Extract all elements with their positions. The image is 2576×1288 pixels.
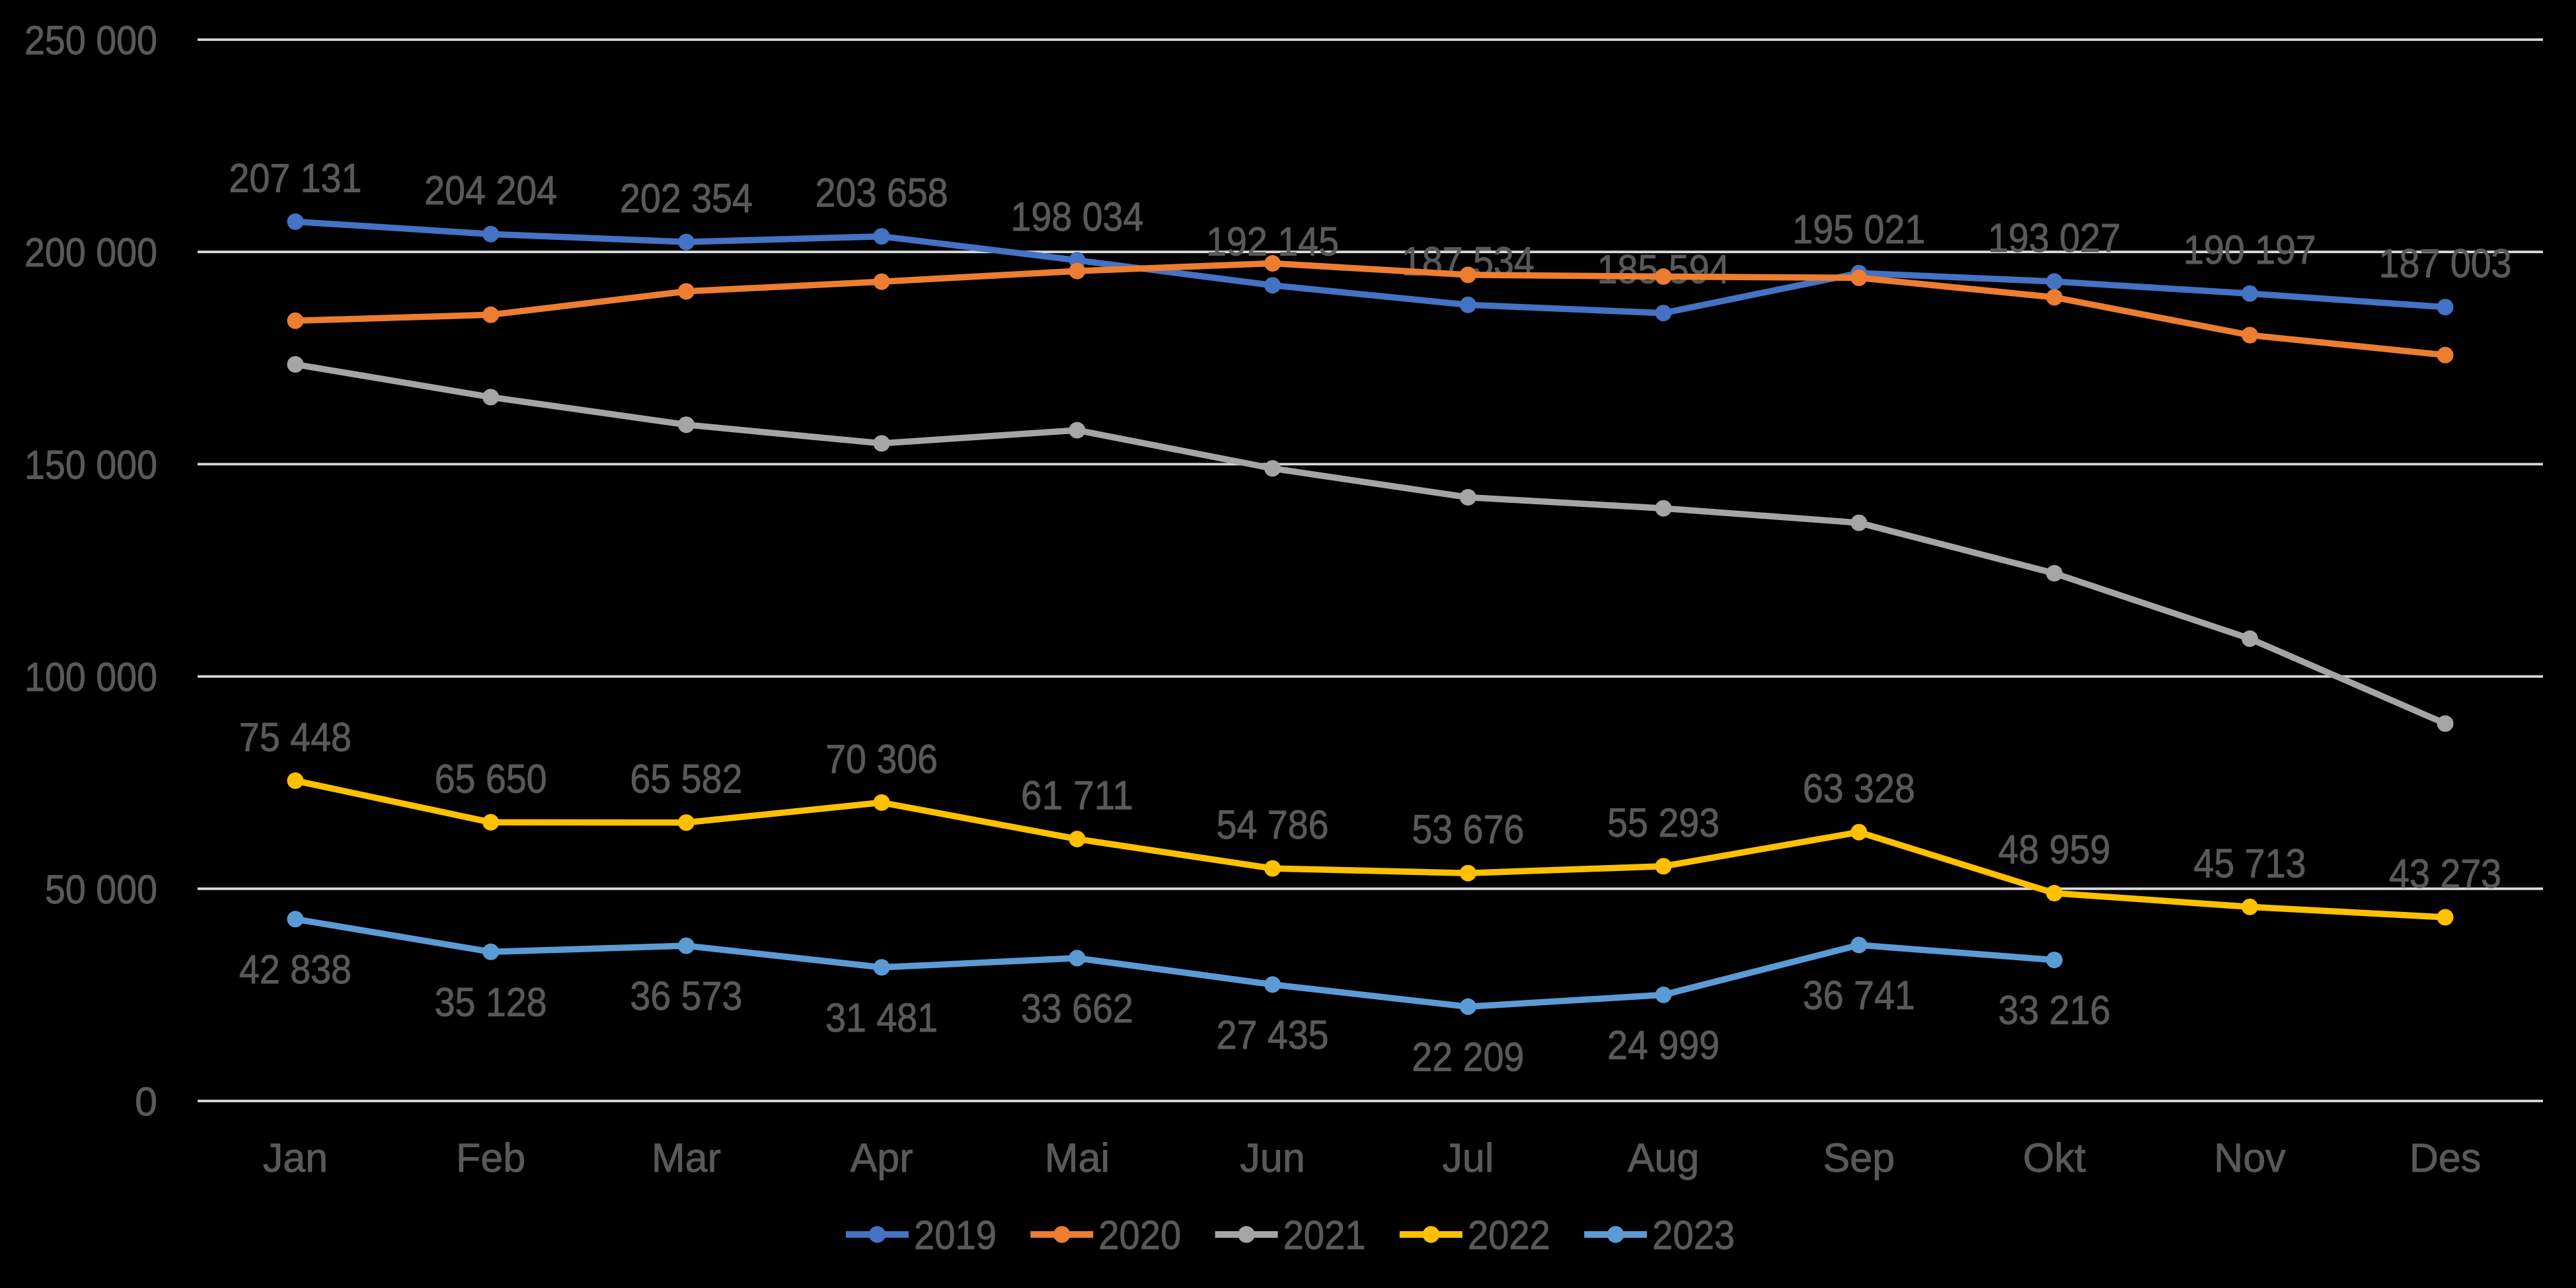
svg-text:100 000: 100 000 <box>24 655 157 700</box>
svg-text:193 027: 193 027 <box>1988 215 2121 260</box>
svg-text:0: 0 <box>135 1079 157 1124</box>
svg-text:207 131: 207 131 <box>229 155 361 200</box>
svg-text:24 999: 24 999 <box>1607 1022 1720 1067</box>
svg-text:Mai: Mai <box>1045 1135 1110 1180</box>
svg-text:Jan: Jan <box>263 1135 328 1180</box>
svg-text:198 034: 198 034 <box>1010 194 1143 239</box>
svg-text:200 000: 200 000 <box>24 230 157 275</box>
svg-text:Apr: Apr <box>851 1135 913 1180</box>
svg-text:2019: 2019 <box>914 1213 997 1258</box>
svg-text:36 573: 36 573 <box>630 973 742 1018</box>
svg-text:Okt: Okt <box>2023 1135 2086 1180</box>
svg-text:50 000: 50 000 <box>45 867 157 912</box>
svg-text:Sep: Sep <box>1823 1135 1895 1180</box>
svg-text:195 021: 195 021 <box>1792 207 1925 252</box>
svg-text:31 481: 31 481 <box>825 995 938 1040</box>
svg-text:61 711: 61 711 <box>1021 773 1133 818</box>
svg-text:75 448: 75 448 <box>239 714 352 759</box>
svg-text:35 128: 35 128 <box>435 979 547 1024</box>
svg-text:48 959: 48 959 <box>1998 827 2111 872</box>
svg-text:43 273: 43 273 <box>2389 851 2501 896</box>
svg-text:Des: Des <box>2409 1135 2481 1180</box>
svg-text:187 003: 187 003 <box>2379 241 2512 286</box>
svg-text:Nov: Nov <box>2214 1135 2286 1180</box>
svg-text:Jul: Jul <box>1442 1135 1494 1180</box>
svg-text:54 786: 54 786 <box>1217 802 1329 847</box>
svg-text:70 306: 70 306 <box>825 736 938 781</box>
svg-text:55 293: 55 293 <box>1607 800 1720 845</box>
svg-text:65 650: 65 650 <box>435 756 547 801</box>
svg-text:2020: 2020 <box>1098 1213 1181 1258</box>
svg-text:250 000: 250 000 <box>24 18 157 63</box>
svg-text:27 435: 27 435 <box>1217 1012 1329 1057</box>
svg-text:45 713: 45 713 <box>2193 841 2306 886</box>
svg-text:190 197: 190 197 <box>2183 227 2316 272</box>
svg-text:2023: 2023 <box>1652 1213 1735 1258</box>
svg-text:53 676: 53 676 <box>1412 807 1524 852</box>
svg-text:65 582: 65 582 <box>630 757 742 802</box>
svg-text:42 838: 42 838 <box>239 947 352 992</box>
svg-text:63 328: 63 328 <box>1803 766 1915 811</box>
svg-text:Feb: Feb <box>456 1135 525 1180</box>
svg-text:33 662: 33 662 <box>1021 986 1133 1031</box>
svg-text:33 216: 33 216 <box>1998 988 2111 1033</box>
svg-text:Mar: Mar <box>652 1135 721 1180</box>
svg-text:2022: 2022 <box>1468 1213 1550 1258</box>
svg-text:150 000: 150 000 <box>24 442 157 487</box>
svg-text:Aug: Aug <box>1628 1135 1700 1180</box>
svg-text:2021: 2021 <box>1283 1213 1366 1258</box>
svg-text:Jun: Jun <box>1240 1135 1305 1180</box>
svg-text:204 204: 204 204 <box>424 168 557 213</box>
svg-text:202 354: 202 354 <box>620 176 753 221</box>
svg-text:22 209: 22 209 <box>1412 1034 1524 1079</box>
svg-text:36 741: 36 741 <box>1803 973 1915 1018</box>
svg-text:203 658: 203 658 <box>815 170 948 215</box>
